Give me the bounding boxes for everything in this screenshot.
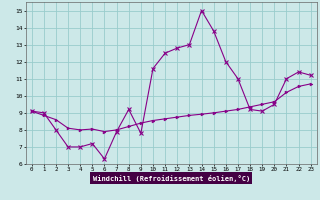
- X-axis label: Windchill (Refroidissement éolien,°C): Windchill (Refroidissement éolien,°C): [92, 175, 250, 182]
